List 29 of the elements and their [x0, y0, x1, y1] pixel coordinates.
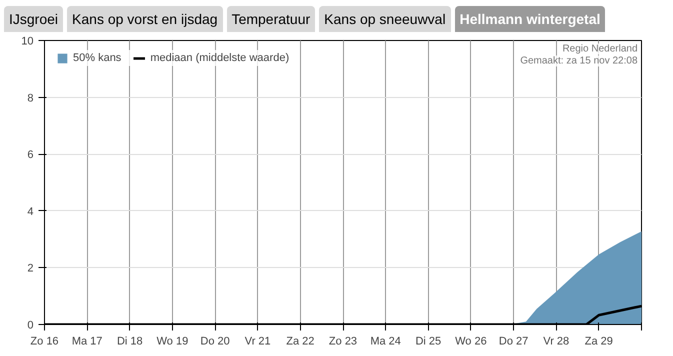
x-tick-label: Ma 24 [370, 336, 401, 348]
legend-label: mediaan (middelste waarde) [150, 52, 290, 64]
x-tick-label: Zo 16 [30, 336, 59, 348]
y-tick-label: 6 [27, 149, 34, 162]
x-tick-label: Za 22 [286, 336, 314, 348]
y-tick-label: 10 [21, 36, 34, 48]
x-tick-label: Zo 23 [328, 336, 358, 348]
y-tick-label: 4 [27, 206, 34, 218]
x-tick-label: Vr 28 [543, 336, 570, 348]
x-tick-label: Za 29 [584, 336, 613, 348]
annotation: Gemaakt: za 15 nov 22:08 [520, 56, 638, 66]
x-tick-label: Ma 17 [72, 336, 102, 348]
text: Temperatuur [226, 6, 316, 32]
x-tick-label: Do 20 [200, 336, 230, 348]
legend-label: 50% kans [73, 52, 122, 64]
y-tick-label: 0 [27, 320, 34, 332]
annotation: Regio Nederland [562, 44, 638, 54]
text: Kans op vorst en ijsdag [67, 6, 223, 32]
x-tick-label: Do 27 [498, 336, 528, 348]
x-tick-label: Vr 21 [244, 336, 271, 348]
x-tick-label: Wo 26 [455, 336, 487, 348]
x-tick-label: Di 25 [415, 336, 442, 348]
text: Hellmann wintergetal [454, 6, 606, 32]
y-tick-label: 2 [27, 262, 34, 275]
x-tick-label: Di 18 [116, 336, 143, 348]
x-tick-label: Wo 19 [156, 336, 188, 348]
y-tick-label: 8 [27, 92, 34, 104]
text: IJsgroei [4, 6, 64, 32]
text: Kans op sneeuwval [319, 6, 451, 32]
